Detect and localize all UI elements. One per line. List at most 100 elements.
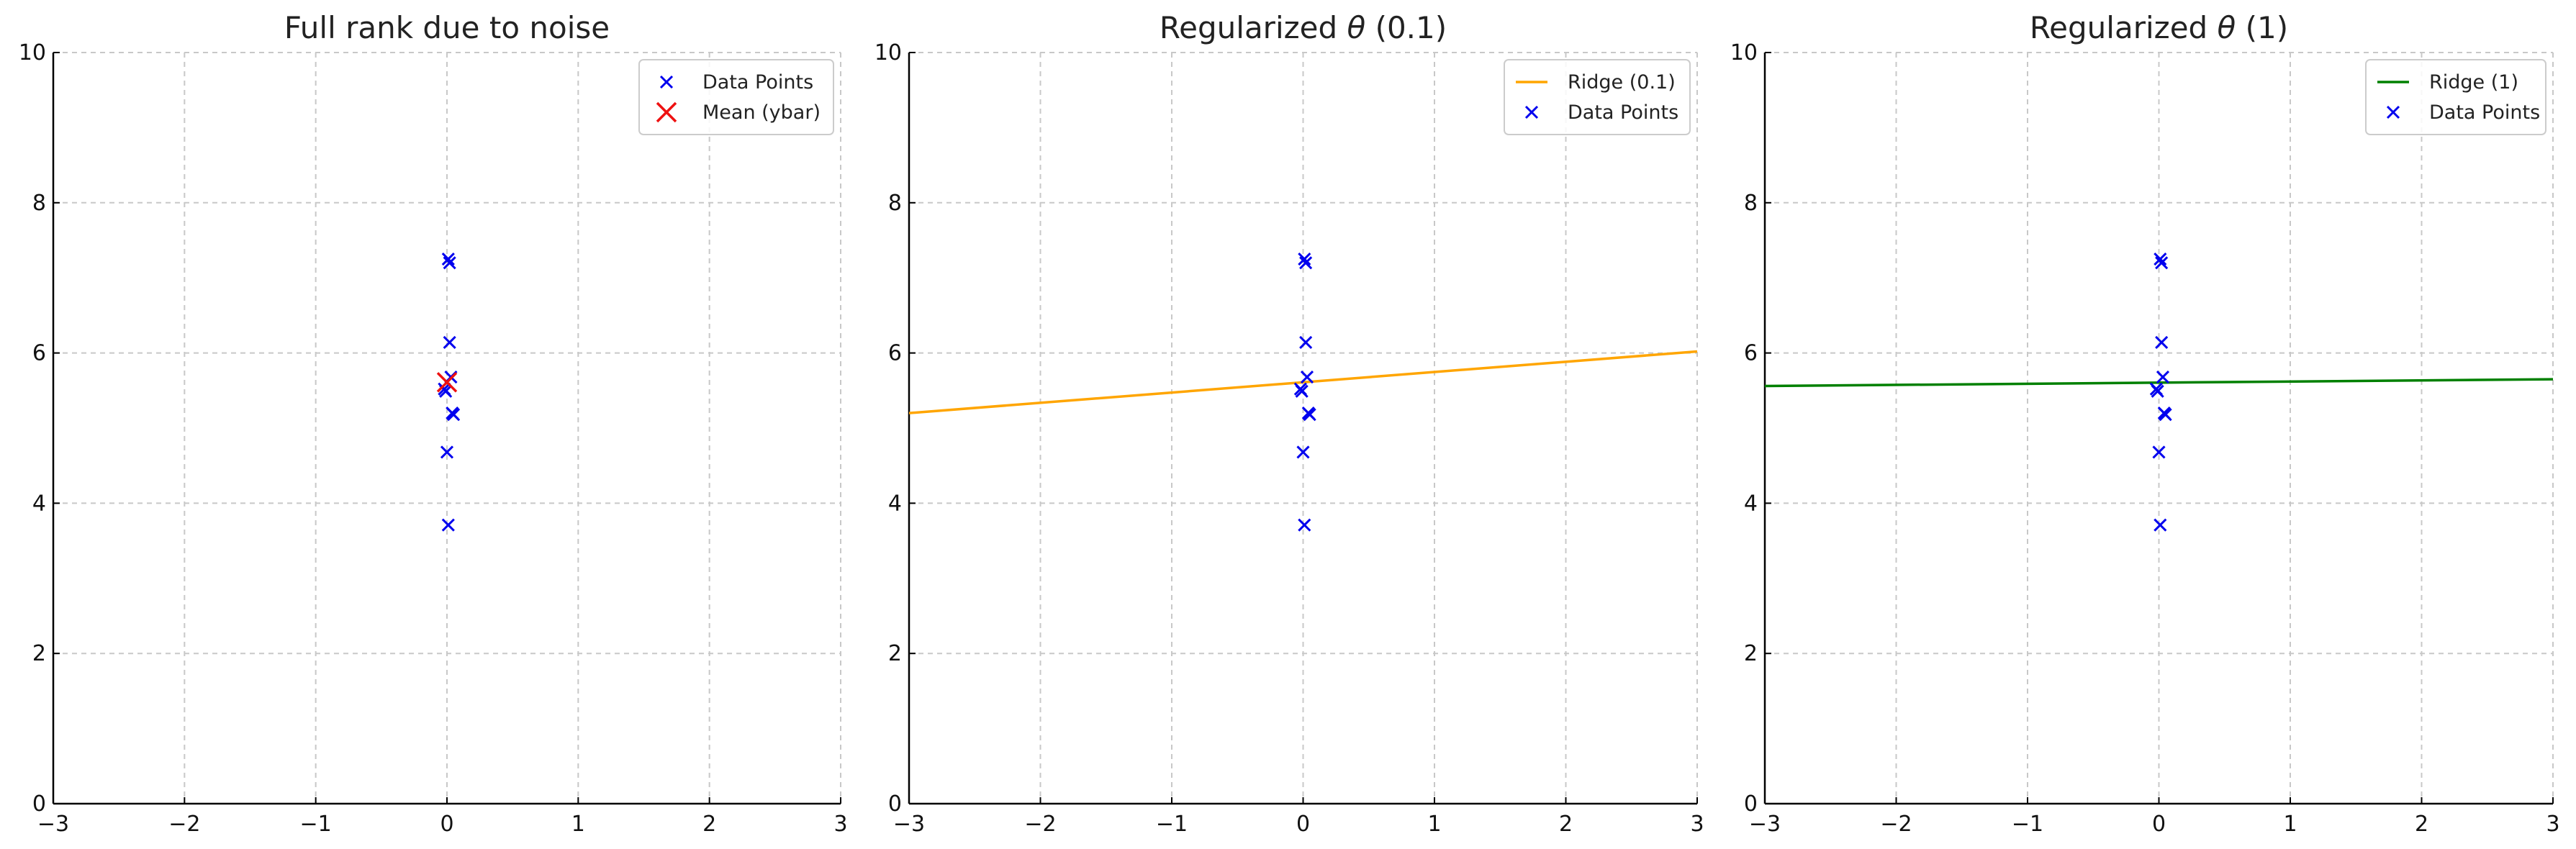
series-mean-ybar- bbox=[436, 372, 458, 393]
x-tick-label: −2 bbox=[1880, 812, 1912, 837]
legend-entry-label: Data Points bbox=[702, 71, 813, 94]
data-point-stroke-b bbox=[2159, 408, 2172, 422]
x-tick-label: −1 bbox=[2012, 812, 2043, 837]
data-point bbox=[2149, 382, 2163, 396]
data-point-stroke-b bbox=[1300, 370, 1314, 384]
data-point bbox=[447, 408, 461, 422]
data-point-stroke-b bbox=[1298, 253, 1311, 266]
grid bbox=[908, 52, 1698, 804]
data-point bbox=[441, 253, 455, 266]
data-point-stroke-b bbox=[2156, 370, 2170, 384]
legend-entry-label: Data Points bbox=[1568, 101, 1678, 124]
plot-area bbox=[909, 253, 1697, 532]
data-point bbox=[2152, 445, 2166, 459]
data-point-stroke-b bbox=[2154, 253, 2167, 266]
y-tick-label: 6 bbox=[1744, 341, 1758, 366]
data-point bbox=[2155, 256, 2169, 270]
x-tick-label: 1 bbox=[2283, 812, 2297, 837]
x-tick-label: 2 bbox=[1559, 812, 1573, 837]
y-tick-label: 10 bbox=[875, 40, 902, 65]
data-point-stroke-b bbox=[441, 253, 455, 266]
y-tick-label: 10 bbox=[1730, 40, 1758, 65]
y-tick-label: 8 bbox=[1744, 191, 1758, 216]
x-tick-label: 1 bbox=[571, 812, 585, 837]
legend-marker bbox=[2386, 105, 2400, 119]
legend-marker-stroke-b bbox=[659, 75, 674, 89]
data-point-stroke-b bbox=[1299, 256, 1313, 270]
data-point-stroke-b bbox=[2154, 518, 2167, 532]
y-tick-label: 2 bbox=[888, 641, 902, 666]
data-point bbox=[1299, 335, 1313, 350]
legend-marker-stroke-b bbox=[2386, 105, 2400, 119]
chart-panel-2: −3 −2 −1 0 1 2 3 0 2 4 6 8 10 Regularized θ (0.1) Ridg… bbox=[875, 10, 1704, 837]
data-point bbox=[1293, 382, 1307, 396]
data-point-stroke-b bbox=[1296, 445, 1310, 459]
data-point bbox=[2156, 370, 2170, 384]
data-point bbox=[443, 256, 456, 270]
y-tick-label: 4 bbox=[888, 491, 902, 516]
chart-title: Regularized θ (0.1) bbox=[1160, 10, 1447, 45]
series-ridge-1- bbox=[1765, 378, 2553, 388]
series-data-points bbox=[438, 253, 461, 532]
mean-point bbox=[436, 372, 458, 393]
data-point bbox=[2154, 253, 2167, 266]
legend-box bbox=[1504, 59, 1691, 135]
y-tick-label: 4 bbox=[1744, 491, 1758, 516]
data-point bbox=[1300, 370, 1314, 384]
x-tick-label: 3 bbox=[833, 812, 847, 837]
data-point bbox=[443, 335, 456, 350]
x-tick-label: 3 bbox=[2546, 812, 2559, 837]
data-point-stroke-b bbox=[2152, 445, 2166, 459]
legend-marker bbox=[1524, 105, 1539, 119]
data-point-stroke-b bbox=[1298, 518, 1311, 532]
data-point-stroke-b bbox=[1293, 382, 1307, 396]
legend-marker-stroke-b bbox=[656, 101, 677, 123]
y-tick-label: 0 bbox=[888, 791, 902, 817]
x-tick-label: −3 bbox=[1749, 812, 1781, 837]
y-tick-label: 6 bbox=[32, 341, 46, 366]
data-point bbox=[1298, 253, 1311, 266]
data-point bbox=[2154, 518, 2167, 532]
y-tick-label: 10 bbox=[19, 40, 46, 65]
grid bbox=[1764, 52, 2554, 804]
legend-entry-label: Data Points bbox=[2429, 101, 2540, 124]
x-tick-label: 2 bbox=[2415, 812, 2428, 837]
legend-box bbox=[2365, 59, 2546, 135]
data-point-stroke-b bbox=[2155, 335, 2169, 350]
legend-entry-label: Mean (ybar) bbox=[702, 101, 821, 124]
plot-area bbox=[436, 253, 461, 532]
y-tick-label: 0 bbox=[32, 791, 46, 817]
plot-area bbox=[1765, 253, 2553, 532]
legend-marker bbox=[659, 75, 674, 89]
x-tick-label: 2 bbox=[702, 812, 716, 837]
data-point-stroke-b bbox=[440, 445, 454, 459]
legend-marker bbox=[656, 101, 677, 123]
y-tick-label: 2 bbox=[1744, 641, 1758, 666]
x-tick-label: 0 bbox=[2152, 812, 2166, 837]
data-point bbox=[2159, 408, 2172, 422]
data-point bbox=[1303, 408, 1316, 422]
x-tick-label: −1 bbox=[300, 812, 332, 837]
data-point bbox=[441, 518, 455, 532]
x-tick-label: −1 bbox=[1156, 812, 1188, 837]
y-tick-label: 2 bbox=[32, 641, 46, 666]
y-tick-label: 6 bbox=[888, 341, 902, 366]
data-point bbox=[440, 445, 454, 459]
y-tick-label: 0 bbox=[1744, 791, 1758, 817]
data-point bbox=[2155, 335, 2169, 350]
data-point-stroke-b bbox=[447, 408, 461, 422]
chart-title: Regularized θ (1) bbox=[2030, 10, 2288, 45]
grid bbox=[53, 52, 841, 804]
data-point-stroke-b bbox=[1299, 335, 1313, 350]
chart-panel-3: −3 −2 −1 0 1 2 3 0 2 4 6 8 10 Regularized θ (1) Ridge … bbox=[1730, 10, 2560, 837]
data-point bbox=[1298, 518, 1311, 532]
data-point-stroke-b bbox=[1303, 408, 1316, 422]
legend: Ridge (1) Data Points bbox=[2365, 59, 2546, 135]
y-tick-label: 4 bbox=[32, 491, 46, 516]
x-tick-label: 1 bbox=[1427, 812, 1441, 837]
legend-entry-label: Ridge (0.1) bbox=[1568, 71, 1676, 94]
data-point bbox=[1296, 445, 1310, 459]
series-data-points bbox=[1293, 253, 1316, 532]
data-point-stroke-b bbox=[2155, 256, 2169, 270]
